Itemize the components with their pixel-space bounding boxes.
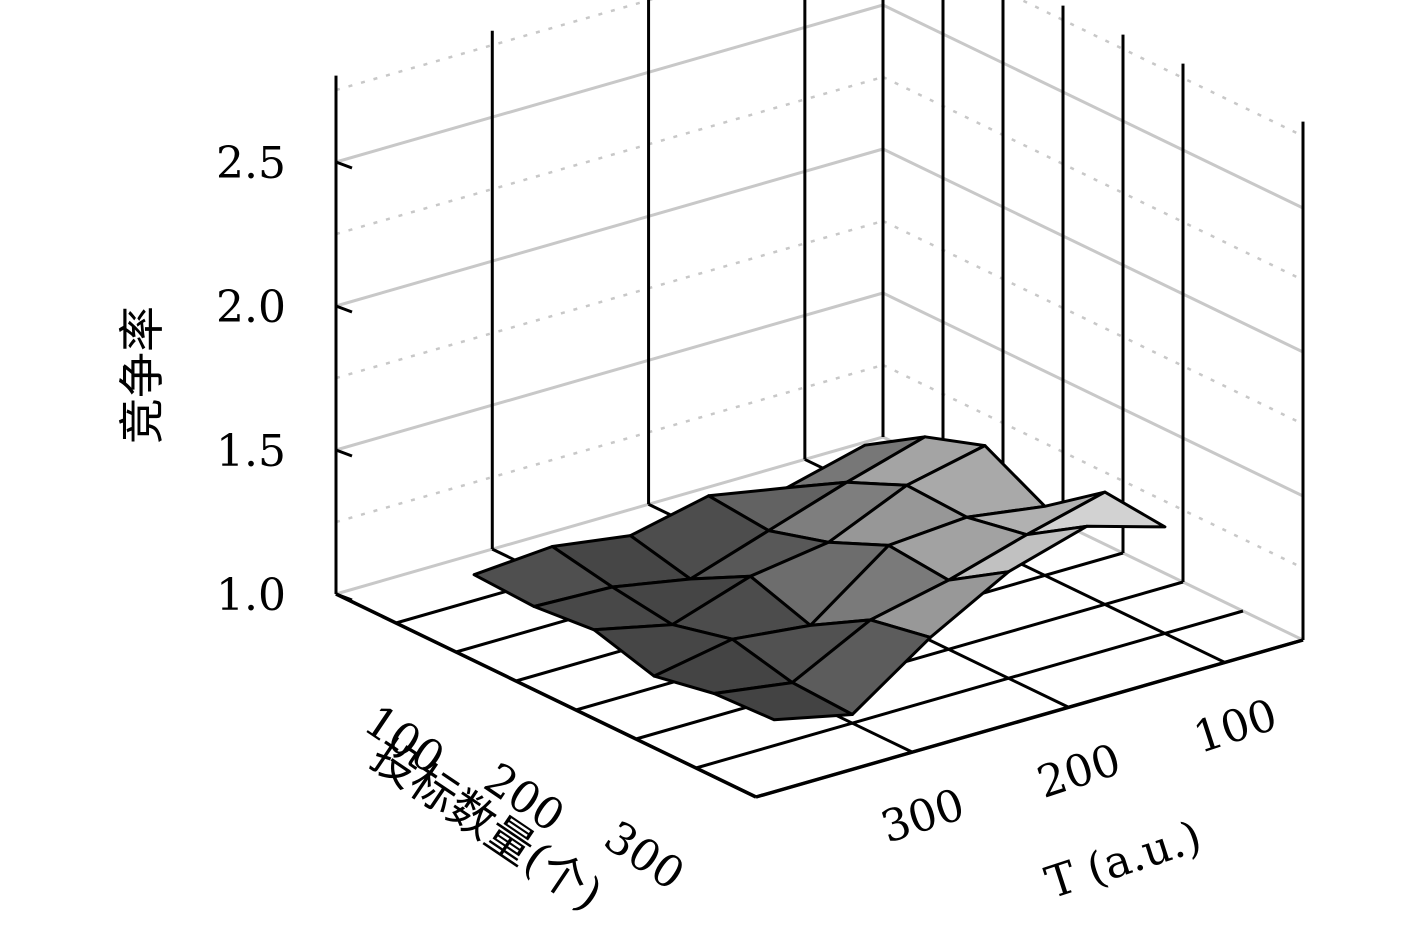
axes-layer [334,160,1304,799]
y-axis-line [755,638,1304,799]
gridline-back-wall [882,291,1304,498]
z-tick-label: 1.5 [216,426,286,477]
z-tick-label: 2.5 [216,138,286,189]
gridline-left-wall [335,75,884,236]
gridline-back-wall [882,3,1304,210]
x-tick-label: 300 [595,811,693,900]
gridline-left-wall [335,291,884,452]
gridline-left-wall [335,435,884,596]
z-tick-label: 2.0 [216,282,286,333]
z-axis-tick [335,160,353,170]
gridline-left-wall [335,0,655,92]
floor-grid-line [635,580,1184,741]
z-axis-tick [335,448,353,458]
gridline-back-wall [1018,0,1304,138]
surface-layer [472,435,1167,722]
gridline-back-wall [882,147,1304,354]
z-axis-label: 竞争率 [115,306,169,444]
y-tick-label: 100 [1188,689,1284,763]
y-tick-label: 300 [875,779,971,853]
z-tick-label: 1.0 [216,570,286,621]
y-tick-label: 200 [1031,734,1127,808]
gridline-left-wall [335,3,884,164]
y-axis-label: T (a.u.) [1039,811,1207,909]
gridline-left-wall [335,219,884,380]
x-axis-line [335,592,757,799]
gridline-left-wall [335,363,884,524]
gridline-left-wall [335,147,884,308]
floor-grid-line [695,609,1244,770]
z-axis-tick [335,304,353,314]
surface-patch [712,681,854,722]
